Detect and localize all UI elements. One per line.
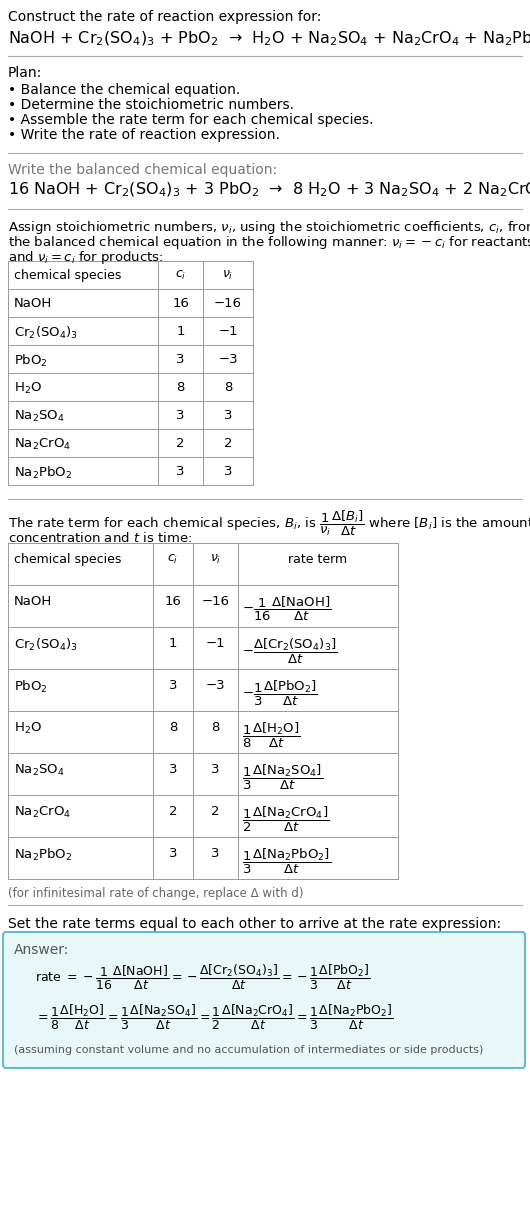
Text: the balanced chemical equation in the following manner: $\nu_i = -c_i$ for react: the balanced chemical equation in the fo… xyxy=(8,234,530,251)
Text: 3: 3 xyxy=(211,763,220,775)
Text: PbO$_2$: PbO$_2$ xyxy=(14,353,48,369)
Text: • Determine the stoichiometric numbers.: • Determine the stoichiometric numbers. xyxy=(8,98,294,112)
Text: Na$_2$PbO$_2$: Na$_2$PbO$_2$ xyxy=(14,466,72,481)
Text: −3: −3 xyxy=(218,353,238,365)
Text: 3: 3 xyxy=(176,409,185,422)
Text: $= \dfrac{1}{8}\dfrac{\Delta[\mathrm{H_2O}]}{\Delta t} = \dfrac{1}{3}\dfrac{\Del: $= \dfrac{1}{8}\dfrac{\Delta[\mathrm{H_2… xyxy=(35,1003,394,1032)
Text: rate term: rate term xyxy=(288,554,348,566)
FancyBboxPatch shape xyxy=(3,932,525,1069)
Text: $-\dfrac{1}{3}\dfrac{\Delta[\mathrm{PbO_2}]}{\Delta t}$: $-\dfrac{1}{3}\dfrac{\Delta[\mathrm{PbO_… xyxy=(242,679,318,708)
Text: Na$_2$SO$_4$: Na$_2$SO$_4$ xyxy=(14,409,65,425)
Text: 16: 16 xyxy=(164,595,181,608)
Text: $-\dfrac{1}{16}\dfrac{\Delta[\mathrm{NaOH}]}{\Delta t}$: $-\dfrac{1}{16}\dfrac{\Delta[\mathrm{NaO… xyxy=(242,595,331,624)
Text: and $\nu_i = c_i$ for products:: and $\nu_i = c_i$ for products: xyxy=(8,248,164,267)
Text: 8: 8 xyxy=(169,721,177,734)
Text: NaOH: NaOH xyxy=(14,595,52,608)
Text: 2: 2 xyxy=(211,804,220,818)
Text: 3: 3 xyxy=(176,353,185,365)
Text: Na$_2$CrO$_4$: Na$_2$CrO$_4$ xyxy=(14,804,71,820)
Text: Cr$_2$(SO$_4$)$_3$: Cr$_2$(SO$_4$)$_3$ xyxy=(14,637,78,654)
Text: chemical species: chemical species xyxy=(14,269,121,282)
Text: Plan:: Plan: xyxy=(8,66,42,80)
Text: Construct the rate of reaction expression for:: Construct the rate of reaction expressio… xyxy=(8,10,321,24)
Text: −16: −16 xyxy=(201,595,229,608)
Text: 8: 8 xyxy=(224,381,232,394)
Text: $\dfrac{1}{8}\dfrac{\Delta[\mathrm{H_2O}]}{\Delta t}$: $\dfrac{1}{8}\dfrac{\Delta[\mathrm{H_2O}… xyxy=(242,721,301,750)
Text: Na$_2$CrO$_4$: Na$_2$CrO$_4$ xyxy=(14,437,71,452)
Text: 3: 3 xyxy=(169,847,177,860)
Text: 16: 16 xyxy=(172,297,189,310)
Text: 1: 1 xyxy=(176,324,185,338)
Text: Cr$_2$(SO$_4$)$_3$: Cr$_2$(SO$_4$)$_3$ xyxy=(14,324,78,341)
Text: 2: 2 xyxy=(224,437,232,450)
Text: −1: −1 xyxy=(206,637,225,650)
Text: Assign stoichiometric numbers, $\nu_i$, using the stoichiometric coefficients, $: Assign stoichiometric numbers, $\nu_i$, … xyxy=(8,219,530,236)
Text: 1: 1 xyxy=(169,637,177,650)
Text: 2: 2 xyxy=(169,804,177,818)
Text: Set the rate terms equal to each other to arrive at the rate expression:: Set the rate terms equal to each other t… xyxy=(8,917,501,931)
Text: $\nu_i$: $\nu_i$ xyxy=(210,554,221,566)
Text: NaOH: NaOH xyxy=(14,297,52,310)
Text: Answer:: Answer: xyxy=(14,943,69,958)
Text: NaOH + Cr$_2$(SO$_4$)$_3$ + PbO$_2$  →  H$_2$O + Na$_2$SO$_4$ + Na$_2$CrO$_4$ + : NaOH + Cr$_2$(SO$_4$)$_3$ + PbO$_2$ → H$… xyxy=(8,30,530,48)
Text: −1: −1 xyxy=(218,324,238,338)
Text: Write the balanced chemical equation:: Write the balanced chemical equation: xyxy=(8,163,277,177)
Text: (assuming constant volume and no accumulation of intermediates or side products): (assuming constant volume and no accumul… xyxy=(14,1046,483,1055)
Text: 8: 8 xyxy=(211,721,220,734)
Text: concentration and $t$ is time:: concentration and $t$ is time: xyxy=(8,531,192,545)
Text: −3: −3 xyxy=(206,679,225,692)
Text: $c_i$: $c_i$ xyxy=(167,554,179,566)
Text: $\dfrac{1}{3}\dfrac{\Delta[\mathrm{Na_2SO_4}]}{\Delta t}$: $\dfrac{1}{3}\dfrac{\Delta[\mathrm{Na_2S… xyxy=(242,763,323,792)
Text: 8: 8 xyxy=(176,381,184,394)
Text: 3: 3 xyxy=(169,763,177,775)
Text: $-\dfrac{\Delta[\mathrm{Cr_2(SO_4)_3}]}{\Delta t}$: $-\dfrac{\Delta[\mathrm{Cr_2(SO_4)_3}]}{… xyxy=(242,637,338,666)
Text: • Assemble the rate term for each chemical species.: • Assemble the rate term for each chemic… xyxy=(8,113,374,127)
Text: 2: 2 xyxy=(176,437,185,450)
Text: PbO$_2$: PbO$_2$ xyxy=(14,679,48,695)
Text: −16: −16 xyxy=(214,297,242,310)
Text: $\nu_i$: $\nu_i$ xyxy=(222,269,234,282)
Text: Na$_2$PbO$_2$: Na$_2$PbO$_2$ xyxy=(14,847,72,863)
Text: chemical species: chemical species xyxy=(14,554,121,566)
Text: 3: 3 xyxy=(169,679,177,692)
Text: (for infinitesimal rate of change, replace Δ with d): (for infinitesimal rate of change, repla… xyxy=(8,886,304,900)
Text: The rate term for each chemical species, $B_i$, is $\dfrac{1}{\nu_i}\dfrac{\Delt: The rate term for each chemical species,… xyxy=(8,509,530,538)
Text: 3: 3 xyxy=(211,847,220,860)
Text: • Write the rate of reaction expression.: • Write the rate of reaction expression. xyxy=(8,128,280,142)
Text: H$_2$O: H$_2$O xyxy=(14,381,42,396)
Text: 3: 3 xyxy=(224,466,232,478)
Text: H$_2$O: H$_2$O xyxy=(14,721,42,736)
Text: 16 NaOH + Cr$_2$(SO$_4$)$_3$ + 3 PbO$_2$  →  8 H$_2$O + 3 Na$_2$SO$_4$ + 2 Na$_2: 16 NaOH + Cr$_2$(SO$_4$)$_3$ + 3 PbO$_2$… xyxy=(8,181,530,199)
Text: 3: 3 xyxy=(176,466,185,478)
Text: • Balance the chemical equation.: • Balance the chemical equation. xyxy=(8,83,240,96)
Text: $c_i$: $c_i$ xyxy=(175,269,186,282)
Text: 3: 3 xyxy=(224,409,232,422)
Text: $\dfrac{1}{2}\dfrac{\Delta[\mathrm{Na_2CrO_4}]}{\Delta t}$: $\dfrac{1}{2}\dfrac{\Delta[\mathrm{Na_2C… xyxy=(242,804,329,835)
Text: Na$_2$SO$_4$: Na$_2$SO$_4$ xyxy=(14,763,65,778)
Text: rate $= -\dfrac{1}{16}\dfrac{\Delta[\mathrm{NaOH}]}{\Delta t} = -\dfrac{\Delta[\: rate $= -\dfrac{1}{16}\dfrac{\Delta[\mat… xyxy=(35,964,370,993)
Text: $\dfrac{1}{3}\dfrac{\Delta[\mathrm{Na_2PbO_2}]}{\Delta t}$: $\dfrac{1}{3}\dfrac{\Delta[\mathrm{Na_2P… xyxy=(242,847,331,877)
